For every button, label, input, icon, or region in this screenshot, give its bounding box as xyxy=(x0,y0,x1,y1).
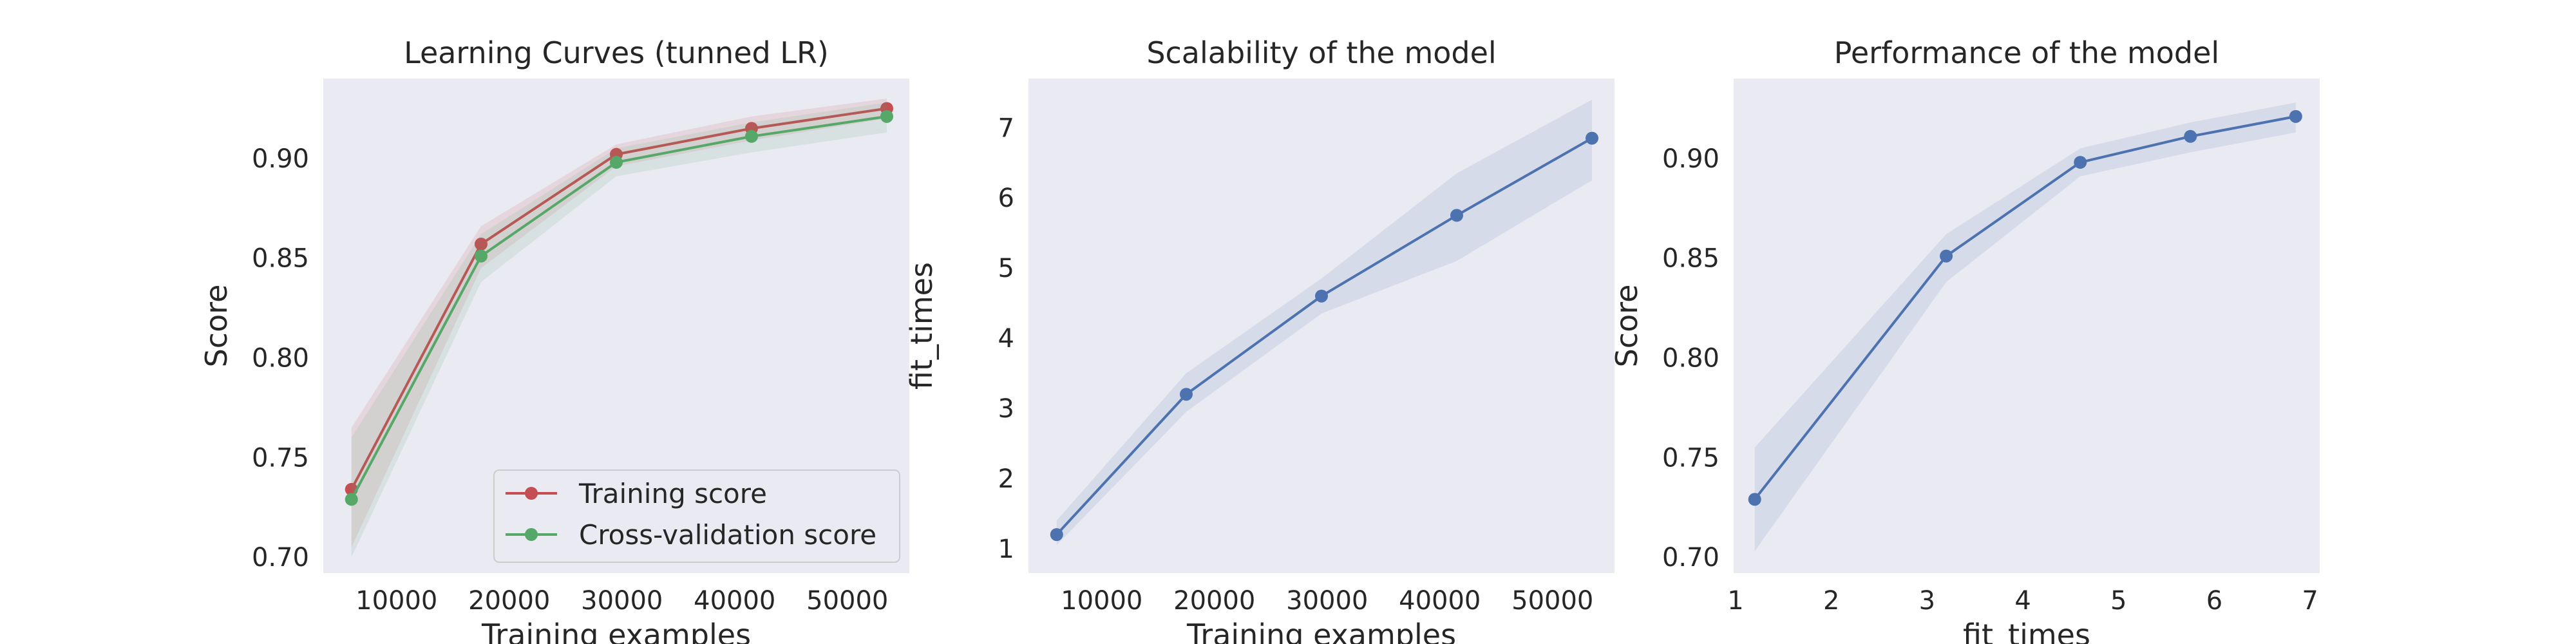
scalability-series-0-point xyxy=(1050,528,1063,542)
scalability-series-0-point xyxy=(1586,131,1598,145)
performance-y-tick-label: 0.75 xyxy=(1662,443,1719,473)
learning-curves-legend-label: Training score xyxy=(578,478,767,509)
scalability-series-0-point xyxy=(1315,289,1328,303)
scalability-x-tick-label: 50000 xyxy=(1511,586,1593,616)
performance-x-axis-label: fit_times xyxy=(1963,618,2090,644)
performance-series-0-point xyxy=(1748,493,1761,506)
performance-series-0-point xyxy=(2184,129,2197,143)
learning-curves-y-tick-label: 0.85 xyxy=(252,244,309,274)
scalability-y-tick-label: 5 xyxy=(998,254,1014,283)
scalability-x-tick-label: 40000 xyxy=(1399,586,1481,616)
performance-x-tick-label: 2 xyxy=(1823,586,1839,616)
scalability-y-tick-label: 1 xyxy=(998,535,1014,564)
scalability-chart: Scalability of the model 10000 20000 30000 4… xyxy=(904,35,1615,644)
scalability-x-tick-label: 10000 xyxy=(1061,586,1142,616)
learning-curves-y-axis-label: Score xyxy=(199,285,234,368)
learning-curves-x-tick-label: 10000 xyxy=(355,586,437,616)
learning-curves-y-tick-label: 0.80 xyxy=(252,344,309,374)
scalability-y-tick-label: 3 xyxy=(998,394,1014,424)
performance-series-0-confidence-band xyxy=(1754,102,2296,551)
performance-x-tick-label: 1 xyxy=(1727,586,1743,616)
performance-plot-area xyxy=(1734,79,2320,573)
scalability-y-tick-label: 6 xyxy=(998,184,1014,213)
scalability-x-tick-label: 20000 xyxy=(1173,586,1255,616)
scalability-series-0-point xyxy=(1180,388,1193,401)
learning-curves-x-tick-label: 20000 xyxy=(468,586,550,616)
scalability-x-axis-label: Training examples xyxy=(1186,618,1456,644)
performance-y-tick-label: 0.70 xyxy=(1662,543,1719,573)
performance-x-tick-label: 6 xyxy=(2206,586,2222,616)
performance-x-tick-label: 4 xyxy=(2014,586,2031,616)
scalability-y-tick-label: 4 xyxy=(998,324,1014,354)
learning-curves-x-tick-label: 50000 xyxy=(806,586,888,616)
learning-curves-x-tick-label: 30000 xyxy=(581,586,663,616)
scalability-y-tick-label: 7 xyxy=(998,113,1014,143)
learning-curves-series-1-point xyxy=(610,156,623,169)
learning-curves-series-1-point xyxy=(475,249,488,263)
scalability-y-tick-label: 2 xyxy=(998,464,1014,494)
learning-curves-y-tick-label: 0.90 xyxy=(252,144,309,174)
performance-title: Performance of the model xyxy=(1834,35,2219,70)
performance-chart: Performance of the model 1 2 3 4 5 6 7 0.70 0.75 0… xyxy=(1609,35,2320,644)
learning-curves-legend xyxy=(493,469,900,563)
performance-series-0-point xyxy=(2074,156,2087,169)
performance-y-tick-label: 0.85 xyxy=(1662,244,1719,274)
performance-series-0-point xyxy=(2289,109,2302,123)
scalability-plot-area xyxy=(1028,79,1615,573)
learning-curves-series-1-point xyxy=(880,109,893,123)
learning-curves-y-tick-label: 0.75 xyxy=(252,443,309,473)
learning-curves-legend-swatch-marker xyxy=(525,487,538,500)
learning-curves-chart: Learning Curves (tunned LR) 10000 20000 300… xyxy=(199,35,909,644)
performance-x-tick-label: 7 xyxy=(2302,586,2318,616)
learning-curves-series-0-point xyxy=(475,238,488,251)
scalability-title: Scalability of the model xyxy=(1146,35,1496,70)
performance-x-tick-label: 3 xyxy=(1919,586,1935,616)
learning-curves-legend-label: Cross-validation score xyxy=(579,519,876,551)
learning-curves-series-1-point xyxy=(745,129,758,143)
learning-curves-series-1-point xyxy=(345,493,358,506)
performance-y-tick-label: 0.80 xyxy=(1662,344,1719,374)
learning-curves-legend-swatch-marker xyxy=(525,528,538,541)
scalability-y-axis-label: fit_times xyxy=(904,262,939,390)
performance-x-tick-label: 5 xyxy=(2110,586,2126,616)
performance-y-tick-label: 0.90 xyxy=(1662,144,1719,174)
scalability-series-0-point xyxy=(1450,209,1463,222)
learning-curves-title: Learning Curves (tunned LR) xyxy=(404,35,829,70)
performance-y-axis-label: Score xyxy=(1609,285,1644,368)
learning-curves-y-tick-label: 0.70 xyxy=(252,543,309,573)
learning-curves-x-tick-label: 40000 xyxy=(694,586,775,616)
scalability-x-tick-label: 30000 xyxy=(1286,586,1368,616)
learning-curves-x-axis-label: Training examples xyxy=(481,618,751,644)
performance-series-0-point xyxy=(1940,249,1953,263)
